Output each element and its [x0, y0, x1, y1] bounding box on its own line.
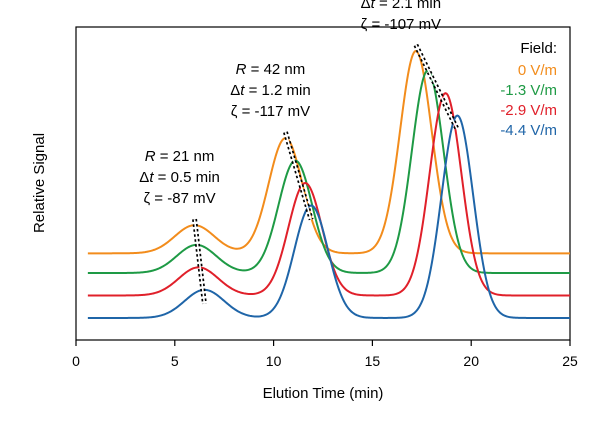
peak-annotation-1: R = 42 nm Δt = 1.2 min ζ = -117 mV	[230, 61, 311, 120]
legend: Field: 0 V/m -1.3 V/m -2.9 V/m -4.4 V/m	[500, 40, 557, 139]
annotation-zeta-2: ζ = -107 mV	[361, 16, 441, 33]
plot-frame	[75, 26, 571, 341]
series-line-3	[87, 114, 570, 319]
annotation-zeta-1: ζ = -117 mV	[231, 103, 310, 120]
annotation-zeta-0: ζ = -87 mV	[144, 190, 216, 207]
drift-lines	[192, 43, 460, 305]
legend-title: Field:	[520, 40, 557, 57]
x-axis: 0 5 10 15 20 25	[72, 340, 578, 369]
x-tick-label-3: 15	[365, 353, 381, 369]
series-layer	[87, 49, 570, 319]
x-tick-label-0: 0	[72, 353, 80, 369]
x-tick-label-2: 10	[266, 353, 282, 369]
annotation-dt-2: Δt = 2.1 min	[361, 0, 442, 12]
drift-line-2	[415, 44, 459, 130]
series-line-0	[87, 49, 570, 255]
legend-entry-2: -2.9 V/m	[500, 102, 557, 119]
x-axis-title: Elution Time (min)	[263, 385, 384, 402]
y-axis-title: Relative Signal	[31, 133, 48, 233]
legend-entry-1: -1.3 V/m	[500, 82, 557, 99]
annotation-r-0: R = 21 nm	[145, 148, 215, 165]
legend-entry-3: -4.4 V/m	[500, 122, 557, 139]
x-tick-label-4: 20	[463, 353, 479, 369]
drift-line-1	[284, 131, 312, 220]
annotations: R = 21 nm Δt = 0.5 min ζ = -87 mV R = 42 nm…	[139, 0, 441, 207]
annotation-dt-0: Δt = 0.5 min	[139, 169, 220, 186]
annotation-dt-1: Δt = 1.2 min	[230, 82, 311, 99]
peak-annotation-0: R = 21 nm Δt = 0.5 min ζ = -87 mV	[139, 148, 220, 207]
x-tick-label-1: 5	[171, 353, 179, 369]
annotation-r-1: R = 42 nm	[236, 61, 306, 78]
legend-entry-0: 0 V/m	[518, 62, 557, 79]
x-tick-label-5: 25	[562, 353, 578, 369]
drift-line-0	[193, 219, 206, 304]
